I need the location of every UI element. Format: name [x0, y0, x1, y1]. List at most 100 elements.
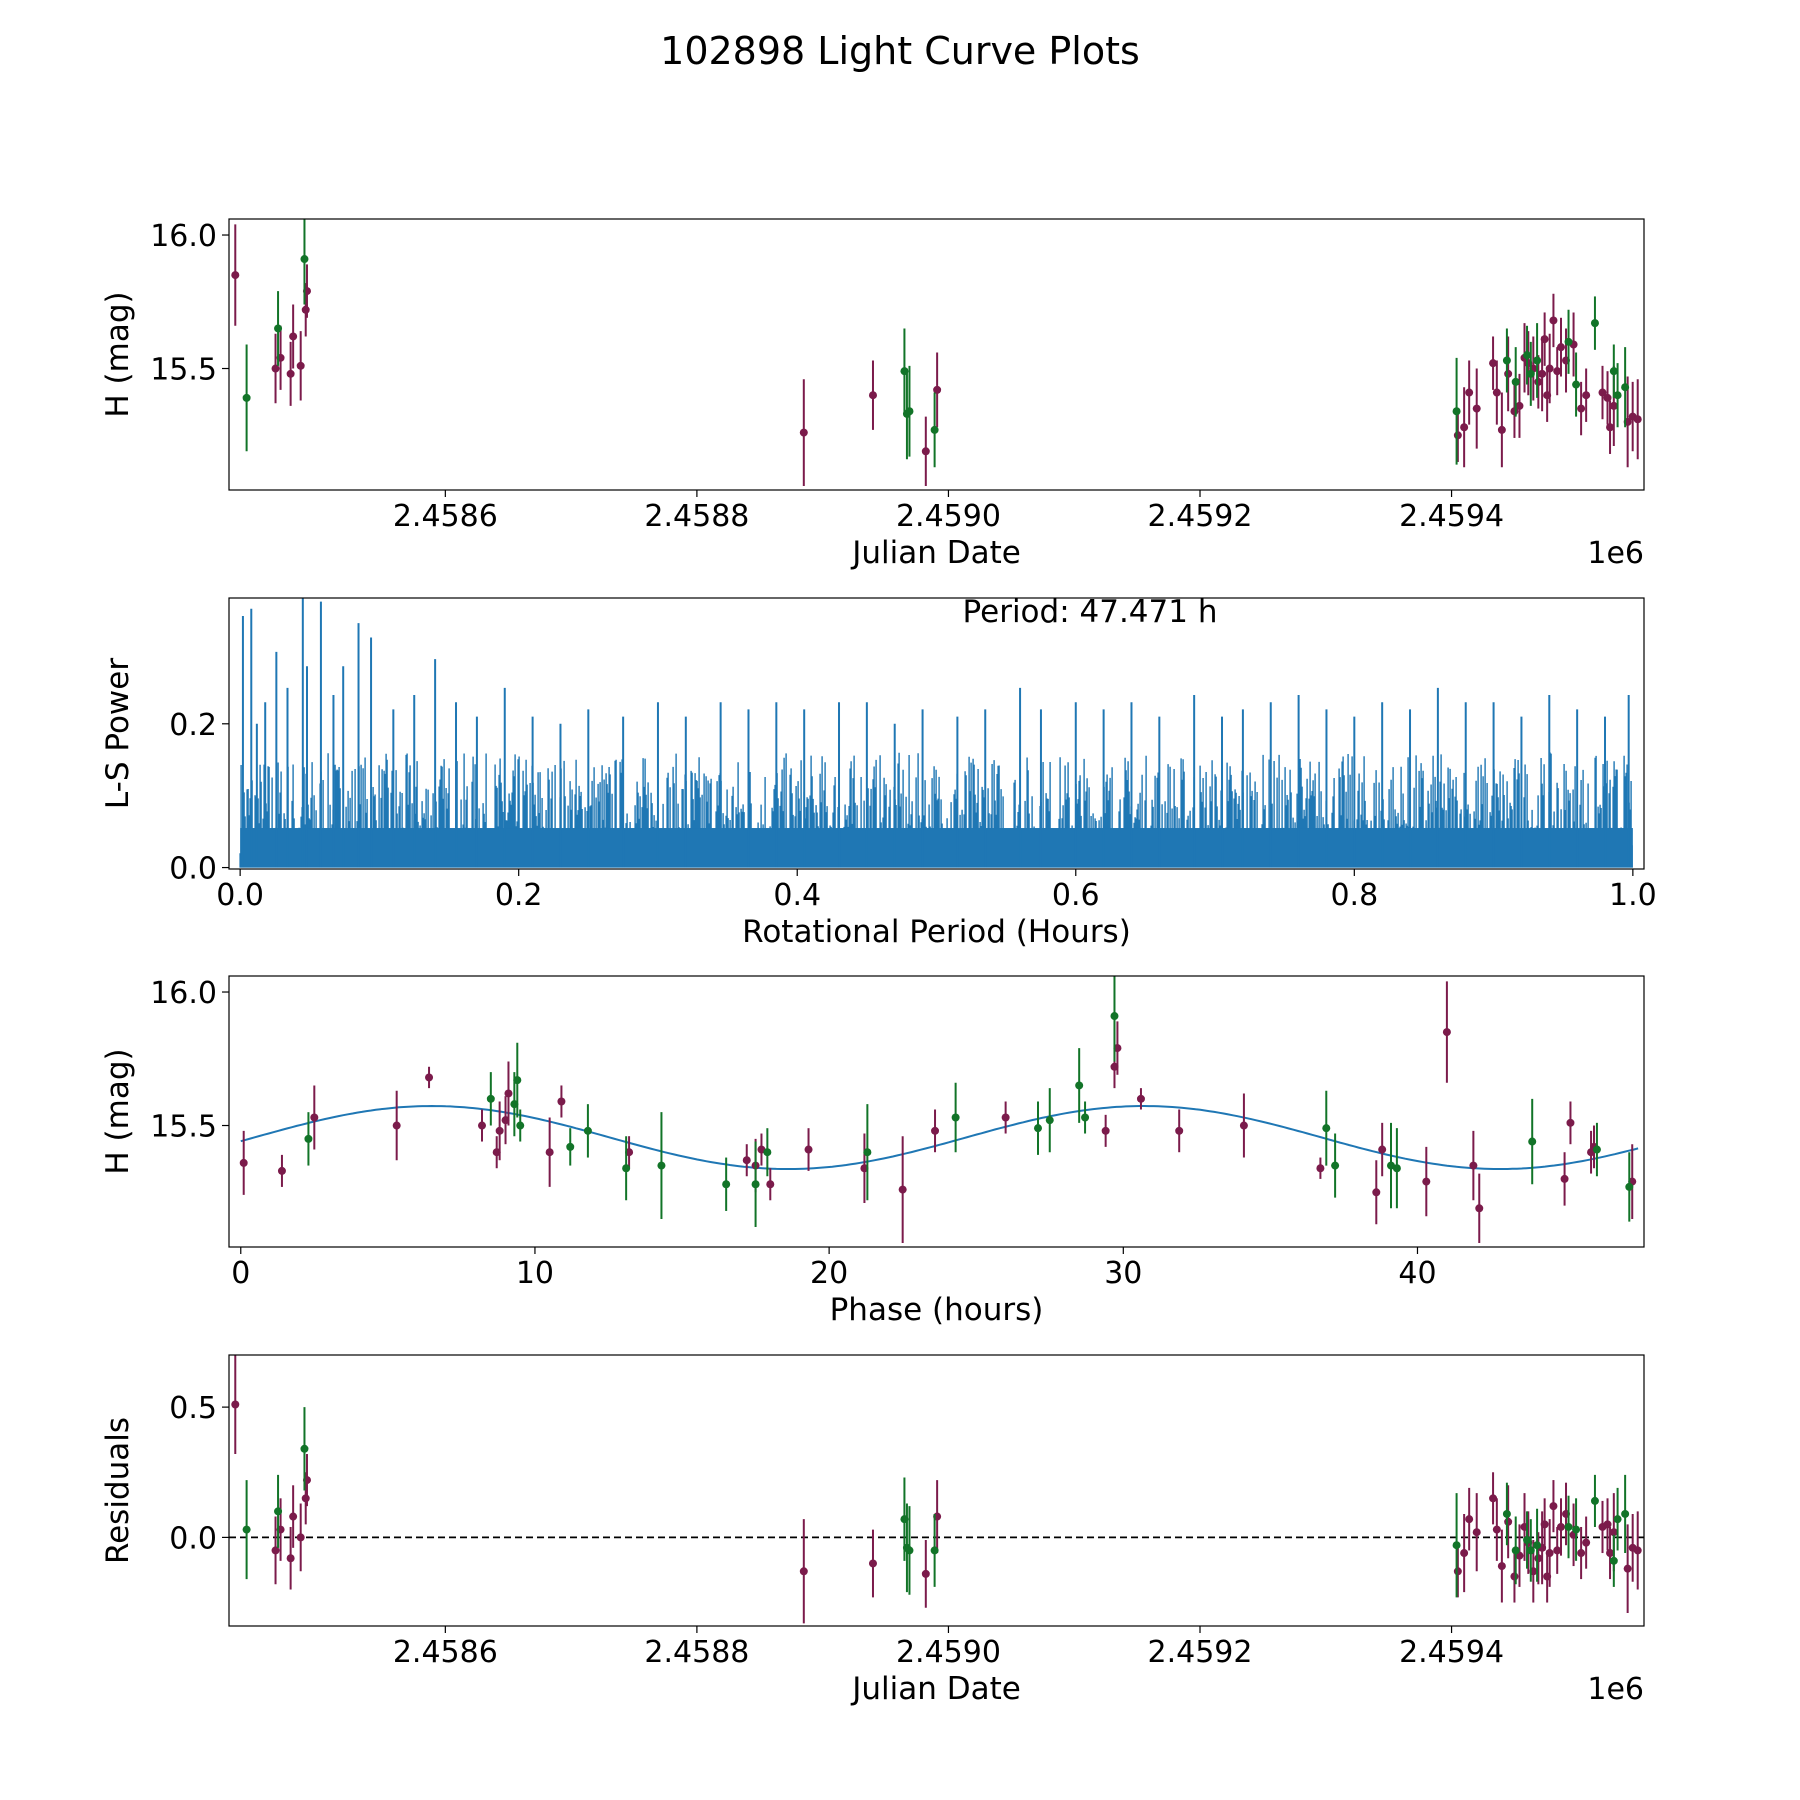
data-point-magenta — [799, 428, 808, 437]
data-point-green — [1526, 1546, 1535, 1555]
data-point-magenta — [1549, 1502, 1558, 1511]
axes-frame — [228, 1354, 1645, 1627]
data-point-green — [1322, 1124, 1331, 1133]
data-point-magenta — [301, 1494, 310, 1503]
data-point-magenta — [425, 1073, 434, 1082]
x-tick-label: 2.4588 — [644, 499, 749, 534]
data-point-green — [1392, 1164, 1401, 1173]
periodogram-base — [240, 828, 1633, 868]
data-point-magenta — [1549, 316, 1558, 325]
data-point-magenta — [1460, 1549, 1469, 1558]
y-tick-label: 16.0 — [150, 976, 217, 1011]
data-point-magenta — [271, 364, 280, 373]
data-point-magenta — [301, 305, 310, 314]
data-point-magenta — [1489, 1494, 1498, 1503]
data-point-magenta — [931, 1126, 940, 1135]
data-point-magenta — [766, 1180, 775, 1189]
panel-p4: 2.4586 2.4588 2.4590 2.4592 2.4594 0.0 0.5 Juli… — [100, 1354, 1645, 1707]
data-point-green — [722, 1180, 731, 1189]
axes-frame — [228, 975, 1645, 1248]
data-point-magenta — [1316, 1164, 1325, 1173]
data-point-magenta — [921, 447, 930, 456]
period-annotation: Period: 47.471 h — [963, 594, 1218, 630]
data-point-green — [1331, 1161, 1340, 1170]
data-point-green — [1511, 1546, 1520, 1555]
data-point-magenta — [1239, 1121, 1248, 1130]
data-point-green — [304, 1134, 313, 1143]
data-point-magenta — [1175, 1126, 1184, 1135]
data-point-green — [657, 1161, 666, 1170]
data-point-magenta — [1577, 1549, 1586, 1558]
data-point-green — [1075, 1081, 1084, 1090]
data-point-green — [1523, 351, 1532, 360]
data-point-magenta — [799, 1567, 808, 1576]
data-point-magenta — [1504, 369, 1513, 378]
data-point-magenta — [1460, 423, 1469, 432]
data-point-magenta — [1633, 1546, 1642, 1555]
x-offset-label: 1e6 — [1587, 536, 1644, 571]
plot-area — [229, 1355, 1644, 1624]
data-point-green — [1609, 367, 1618, 376]
data-point-magenta — [1001, 1113, 1010, 1122]
data-point-green — [1564, 337, 1573, 346]
data-point-magenta — [1566, 1118, 1575, 1127]
x-axis-label: Julian Date — [850, 535, 1021, 571]
data-point-magenta — [1582, 391, 1591, 400]
data-point-magenta — [277, 1166, 286, 1175]
x-tick-label: 0.8 — [1330, 878, 1378, 913]
data-point-green — [930, 1546, 939, 1555]
data-point-magenta — [271, 1546, 280, 1555]
data-point-magenta — [921, 1569, 930, 1578]
data-point-green — [1609, 1556, 1618, 1565]
data-point-green — [513, 1076, 522, 1085]
x-tick-label: 0.2 — [495, 878, 543, 913]
x-tick-label: 2.4592 — [1148, 1635, 1253, 1670]
data-point-green — [863, 1148, 872, 1157]
data-point-magenta — [804, 1145, 813, 1154]
data-point-magenta — [1603, 1520, 1612, 1529]
data-point-green — [751, 1180, 760, 1189]
data-point-magenta — [1538, 369, 1547, 378]
data-point-magenta — [286, 1554, 295, 1563]
data-point-green — [1081, 1113, 1090, 1122]
x-tick-label: 0.4 — [773, 878, 821, 913]
y-tick-label: 0.5 — [169, 1391, 217, 1426]
y-axis-label: H (mag) — [100, 1048, 136, 1174]
data-point-green — [1033, 1124, 1042, 1133]
data-point-magenta — [1540, 335, 1549, 344]
data-point-magenta — [1489, 359, 1498, 368]
x-tick-label: 40 — [1398, 1256, 1436, 1291]
data-point-magenta — [1472, 1528, 1481, 1537]
data-point-magenta — [392, 1121, 401, 1130]
axes-frame — [228, 218, 1645, 491]
y-tick-label: 15.5 — [150, 353, 217, 388]
data-point-magenta — [1598, 388, 1607, 397]
x-axis-label: Julian Date — [850, 1671, 1021, 1707]
data-point-magenta — [1453, 1567, 1462, 1576]
data-point-magenta — [1540, 1520, 1549, 1529]
x-tick-label: 1.0 — [1609, 878, 1657, 913]
data-point-green — [1590, 1496, 1599, 1505]
data-point-magenta — [289, 332, 298, 341]
data-point-magenta — [1633, 415, 1642, 424]
axes-frame — [228, 597, 1645, 870]
data-point-magenta — [1515, 401, 1524, 410]
data-point-magenta — [1609, 1528, 1618, 1537]
data-point-green — [242, 393, 251, 402]
data-point-magenta — [1556, 343, 1565, 352]
data-point-magenta — [1492, 1525, 1501, 1534]
x-tick-label: 0.6 — [1052, 878, 1100, 913]
data-point-green — [1572, 1525, 1581, 1534]
panel-p2: Period: 47.471 h 0.0 0.2 0.4 0.6 0.8 1.0 0.0 0.2… — [100, 594, 1657, 950]
data-point-magenta — [1497, 1562, 1506, 1571]
data-point-green — [300, 255, 309, 264]
plots-container: 2.4586 2.4588 2.4590 2.4592 2.4594 15.5 16.0 Ju… — [100, 218, 1657, 1707]
data-point-magenta — [1545, 1549, 1554, 1558]
x-tick-label: 10 — [516, 1256, 554, 1291]
data-point-green — [1452, 1541, 1461, 1550]
data-point-green — [486, 1094, 495, 1103]
data-point-magenta — [1556, 1522, 1565, 1531]
data-point-magenta — [868, 1559, 877, 1568]
data-point-green — [1572, 380, 1581, 389]
data-point-green — [1045, 1116, 1054, 1125]
